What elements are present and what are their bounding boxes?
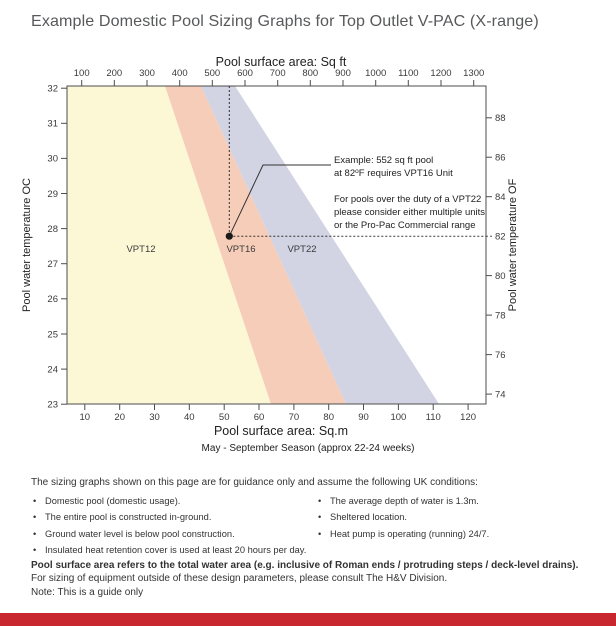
svg-text:70: 70 <box>289 412 300 423</box>
svg-text:100: 100 <box>74 68 90 79</box>
svg-text:For pools over the duty of a V: For pools over the duty of a VPT22 <box>334 194 481 205</box>
svg-text:26: 26 <box>47 294 58 305</box>
svg-text:60: 60 <box>254 412 265 423</box>
svg-text:10: 10 <box>80 412 91 423</box>
svg-text:78: 78 <box>495 311 506 322</box>
svg-text:40: 40 <box>184 412 195 423</box>
svg-text:25: 25 <box>47 329 58 340</box>
svg-text:1300: 1300 <box>463 68 484 79</box>
svg-text:30: 30 <box>149 412 160 423</box>
svg-text:110: 110 <box>426 412 441 423</box>
svg-text:100: 100 <box>390 412 406 423</box>
svg-text:Pool water temperature OC: Pool water temperature OC <box>21 178 33 312</box>
svg-text:29: 29 <box>47 189 58 200</box>
svg-text:84: 84 <box>495 192 506 203</box>
svg-text:300: 300 <box>139 68 155 79</box>
svg-text:Example: 552 sq ft pool: Example: 552 sq ft pool <box>334 155 433 166</box>
svg-text:23: 23 <box>47 400 58 411</box>
svg-text:28: 28 <box>47 224 58 235</box>
svg-text:82: 82 <box>495 232 506 243</box>
svg-text:VPT22: VPT22 <box>287 244 316 255</box>
svg-text:VPT16: VPT16 <box>226 244 255 255</box>
svg-text:please consider either multipl: please consider either multiple units <box>334 207 485 218</box>
svg-text:Pool surface area: Sq.m: Pool surface area: Sq.m <box>214 424 348 438</box>
svg-text:700: 700 <box>270 68 286 79</box>
svg-text:Pool water temperature OF: Pool water temperature OF <box>507 178 519 311</box>
svg-text:31: 31 <box>47 119 58 130</box>
svg-text:900: 900 <box>335 68 351 79</box>
svg-text:50: 50 <box>219 412 230 423</box>
svg-text:20: 20 <box>114 412 125 423</box>
svg-text:27: 27 <box>47 259 58 270</box>
svg-text:VPT12: VPT12 <box>126 244 155 255</box>
svg-text:Pool surface area: Sq ft: Pool surface area: Sq ft <box>216 55 347 69</box>
svg-text:88: 88 <box>495 113 506 124</box>
svg-text:74: 74 <box>495 390 506 401</box>
svg-text:80: 80 <box>495 271 506 282</box>
svg-text:1200: 1200 <box>430 68 451 79</box>
svg-text:120: 120 <box>460 412 476 423</box>
svg-text:1100: 1100 <box>398 68 418 79</box>
svg-text:30: 30 <box>47 154 58 165</box>
svg-text:200: 200 <box>106 68 122 79</box>
svg-text:80: 80 <box>323 412 334 423</box>
svg-text:500: 500 <box>204 68 220 79</box>
svg-text:600: 600 <box>237 68 253 79</box>
svg-text:400: 400 <box>172 68 188 79</box>
svg-text:24: 24 <box>47 364 58 375</box>
svg-text:or the Pro-Pac Commercial rang: or the Pro-Pac Commercial range <box>334 220 476 231</box>
svg-text:90: 90 <box>358 412 369 423</box>
svg-text:1000: 1000 <box>365 68 386 79</box>
svg-text:at 82oF requires VPT16 Unit: at 82oF requires VPT16 Unit <box>334 168 453 180</box>
svg-text:76: 76 <box>495 350 506 361</box>
svg-text:32: 32 <box>47 84 58 95</box>
svg-text:86: 86 <box>495 153 506 164</box>
svg-text:800: 800 <box>302 68 318 79</box>
